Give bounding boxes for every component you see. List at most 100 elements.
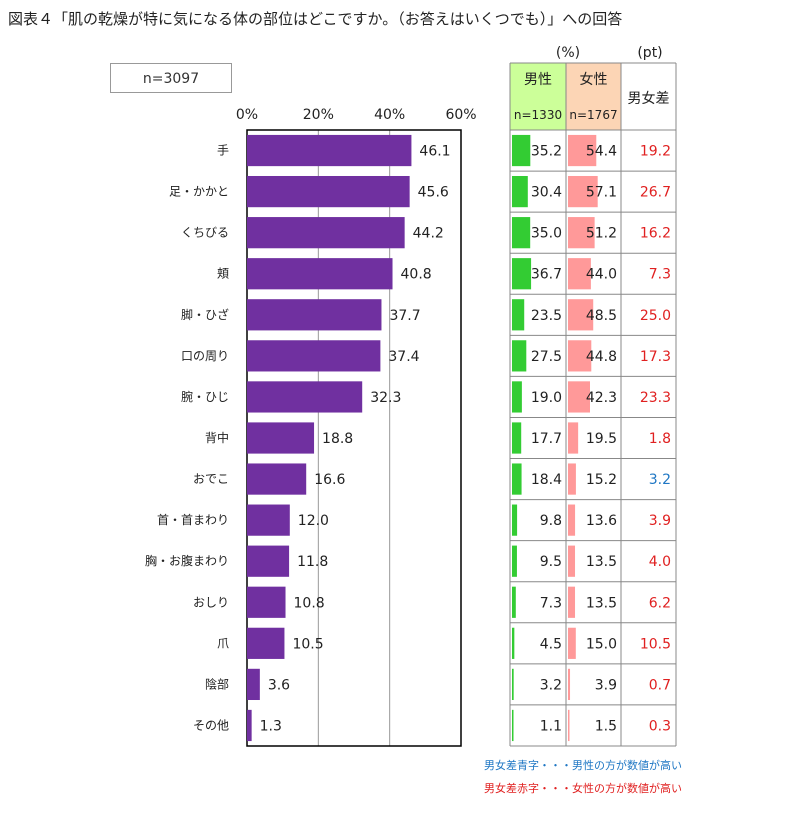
x-tick-label: 0% <box>236 107 258 123</box>
category-label: その他 <box>193 718 229 732</box>
bar <box>247 463 307 495</box>
bar <box>247 258 393 290</box>
diff-value: 0.3 <box>649 718 671 734</box>
category-label: 脚・ひざ <box>181 307 229 322</box>
female-header-label: 女性 <box>580 71 608 88</box>
female-value: 15.0 <box>586 636 617 652</box>
male-value: 4.5 <box>540 636 562 652</box>
female-bar <box>568 258 591 290</box>
diff-value: 16.2 <box>640 226 671 242</box>
unit-percent-label: (%) <box>556 45 580 61</box>
bar-value-label: 37.4 <box>388 349 419 365</box>
male-header-label: 男性 <box>524 72 552 88</box>
female-value: 13.5 <box>586 554 617 570</box>
bar-value-label: 44.2 <box>413 226 444 242</box>
female-bar <box>568 381 590 413</box>
female-header-cell <box>566 63 621 130</box>
female-bar <box>568 463 576 495</box>
bar-value-label: 11.8 <box>297 554 328 570</box>
bar-value-label: 46.1 <box>419 144 450 160</box>
male-value: 35.2 <box>531 144 562 160</box>
male-header-cell <box>510 63 566 130</box>
bar <box>247 340 381 372</box>
female-bar <box>568 545 576 577</box>
male-bar <box>512 463 522 495</box>
male-value: 36.7 <box>531 267 562 283</box>
male-bar <box>512 381 522 413</box>
male-value: 9.8 <box>540 513 562 529</box>
diff-value: 1.8 <box>649 431 671 447</box>
male-value: 18.4 <box>531 472 562 488</box>
note-blue: 男女差青字・・・男性の方が数値が高い <box>484 759 682 772</box>
female-bar <box>568 340 592 372</box>
x-tick-label: 60% <box>445 107 476 123</box>
bar-value-label: 18.8 <box>322 431 353 447</box>
male-value: 27.5 <box>531 349 562 365</box>
bar <box>247 299 382 331</box>
male-value: 23.5 <box>531 308 562 324</box>
category-label: くちびる <box>181 226 229 240</box>
female-bar <box>568 422 579 454</box>
bar-value-label: 16.6 <box>314 472 345 488</box>
diff-value: 3.2 <box>649 472 671 488</box>
x-tick-label: 20% <box>303 107 334 123</box>
sample-size-box: n=3097 <box>110 63 232 93</box>
bar <box>247 175 410 208</box>
category-label: おでこ <box>193 472 229 486</box>
bar <box>247 504 290 536</box>
diff-value: 19.2 <box>640 144 671 160</box>
category-label: 腕・ひじ <box>181 389 229 404</box>
category-label: 陰部 <box>205 676 229 691</box>
category-label: 首・首まわり <box>157 513 229 527</box>
female-bar <box>568 709 570 742</box>
bar-value-label: 10.5 <box>292 636 323 652</box>
category-label: 足・かかと <box>169 185 229 199</box>
male-bar <box>512 217 531 249</box>
female-bar <box>568 668 571 701</box>
female-bar <box>568 504 576 536</box>
male-bar <box>512 340 527 372</box>
bar <box>247 668 260 701</box>
female-value: 44.0 <box>586 267 617 283</box>
male-n-label: n=1330 <box>514 108 562 122</box>
bar <box>247 545 290 577</box>
unit-pt-label: (pt) <box>637 45 662 61</box>
diff-value: 23.3 <box>640 390 671 406</box>
x-tick-label: 40% <box>374 107 405 123</box>
female-value: 42.3 <box>586 390 617 406</box>
category-label: 頬 <box>217 267 229 281</box>
diff-value: 4.0 <box>649 554 671 570</box>
female-value: 51.2 <box>586 226 617 242</box>
male-value: 19.0 <box>531 390 562 406</box>
chart-title: 図表４「肌の乾燥が特に気になる体の部位はどこですか。（お答えはいくつでも）」への… <box>8 10 623 28</box>
male-bar <box>512 422 522 454</box>
male-value: 1.1 <box>540 718 562 734</box>
category-label: おしり <box>193 595 229 609</box>
female-value: 13.6 <box>586 513 617 529</box>
male-value: 17.7 <box>531 431 562 447</box>
diff-value: 6.2 <box>649 595 671 611</box>
bar-value-label: 32.3 <box>370 390 401 406</box>
bar-value-label: 40.8 <box>401 267 432 283</box>
male-value: 30.4 <box>531 185 562 201</box>
female-value: 44.8 <box>586 349 617 365</box>
male-bar <box>512 668 514 701</box>
bar <box>247 709 252 742</box>
bar <box>247 586 286 618</box>
diff-value: 26.7 <box>640 185 671 201</box>
male-value: 35.0 <box>531 226 562 242</box>
male-bar <box>512 709 514 742</box>
female-bar <box>568 586 576 618</box>
female-value: 15.2 <box>586 472 617 488</box>
bar <box>247 627 285 659</box>
male-bar <box>512 586 516 618</box>
bar-value-label: 12.0 <box>298 513 329 529</box>
diff-value: 25.0 <box>640 308 671 324</box>
diff-value: 7.3 <box>649 267 671 283</box>
female-value: 48.5 <box>586 308 617 324</box>
bar <box>247 422 315 454</box>
male-bar <box>512 627 515 659</box>
male-value: 9.5 <box>540 554 562 570</box>
female-bar <box>568 627 576 659</box>
